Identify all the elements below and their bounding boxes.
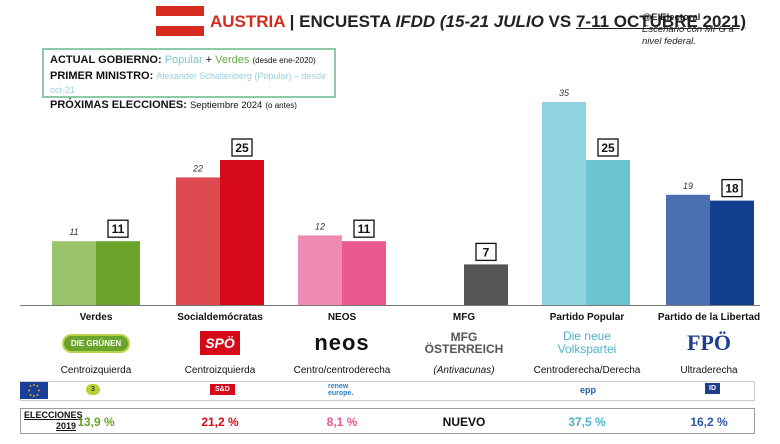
- label-cur-verdes: 11: [112, 222, 125, 236]
- logo-mfg-text: MFG ÖSTERREICH: [424, 330, 504, 356]
- bar-cur-verdes: [96, 241, 140, 305]
- label-prev-neos: 12: [315, 221, 325, 231]
- eu-group-fpo: ID: [705, 383, 720, 394]
- eu-flag-icon: [20, 382, 48, 399]
- gov-plus: +: [202, 54, 216, 66]
- bar-prev-verdes: [52, 241, 96, 305]
- label-cur-neos: 11: [358, 222, 371, 236]
- elections-2019-row: [20, 408, 755, 434]
- ideology-mfg: (Antivacunas): [433, 365, 495, 376]
- label-prev-ovp: 35: [559, 88, 570, 98]
- party-name-fpo: Partido de la Libertad: [657, 312, 761, 323]
- gov-verdes: Verdes: [215, 54, 250, 66]
- info-pm: PRIMER MINISTRO: Alexander Schallenberg …: [50, 69, 328, 98]
- info-next-elections: PRÓXIMAS ELECCIONES: Septiembre 2024 (o …: [50, 98, 328, 114]
- logo-neos: neos: [282, 326, 402, 360]
- label-cur-spo: 25: [235, 141, 249, 155]
- label-prev-verdes: 11: [69, 227, 78, 237]
- label-box-cur-spo: [231, 138, 253, 157]
- logo-verdes-text: DIE GRÜNEN: [61, 333, 131, 353]
- party-name-ovp: Partido Popular: [549, 312, 625, 323]
- info-box: ACTUAL GOBIERNO: Popular + Verdes (desde…: [42, 48, 336, 111]
- next-value: Septiembre 2024: [189, 99, 263, 111]
- ideology-spo: Centroizquierda: [184, 365, 256, 376]
- ideology-ovp: Centroderecha/Derecha: [533, 365, 641, 376]
- ideology-fpo: Ultraderecha: [680, 365, 738, 376]
- title-period1: (15-21 JULIO: [439, 12, 544, 31]
- logo-ovp-text: Die neue Volkspartei: [557, 329, 617, 356]
- eu-group-row: [20, 381, 755, 401]
- logo-fpo: FPÖ: [649, 326, 769, 360]
- label-cur-ovp: 25: [601, 141, 615, 155]
- bar-cur-fpo: [710, 200, 754, 305]
- title-poll-prefix: ENCUESTA: [299, 12, 396, 31]
- eu-group-verdes: 3: [86, 384, 100, 395]
- title-country: AUSTRIA: [210, 12, 285, 31]
- label-box-cur-mfg: [475, 242, 497, 262]
- label-prev-spo: 22: [192, 163, 203, 173]
- austria-flag-icon: [156, 6, 204, 36]
- title-period2: 7-11 OCTUBRE 2021): [575, 12, 747, 31]
- result-2019-ovp: 37,5 %: [568, 415, 606, 429]
- logo-spo: SPÖ: [160, 326, 280, 360]
- info-government: ACTUAL GOBIERNO: Popular + Verdes (desde…: [50, 53, 328, 69]
- label-cur-mfg: 7: [483, 245, 490, 259]
- label-cur-fpo: 18: [725, 182, 739, 196]
- source-note: Escenario con MFG a nivel federal.: [642, 24, 734, 47]
- elections-2019-label: ELECCIONES 2019: [24, 410, 83, 431]
- result-2019-mfg: NUEVO: [442, 415, 486, 429]
- result-2019-spo: 21,2 %: [201, 415, 239, 429]
- bar-cur-neos: [342, 241, 386, 305]
- party-name-spo: Socialdemócratas: [177, 312, 263, 323]
- source-handle: @ElElectoral: [642, 12, 701, 23]
- logo-neos-text: neos: [314, 330, 370, 355]
- gov-since: (desde ene-2020): [252, 56, 316, 65]
- logo-verdes: DIE GRÜNEN: [36, 326, 156, 360]
- result-2019-neos: 8,1 %: [326, 415, 358, 429]
- party-name-mfg: MFG: [452, 312, 476, 323]
- bar-prev-spo: [176, 177, 220, 305]
- label-prev-fpo: 19: [683, 181, 693, 191]
- eu-group-spo: S&D: [210, 384, 235, 395]
- next-note: (o antes): [265, 100, 297, 110]
- title-vs: VS: [543, 12, 576, 31]
- label-box-cur-ovp: [597, 138, 619, 157]
- bar-cur-mfg: [464, 264, 508, 305]
- bar-cur-spo: [220, 160, 264, 305]
- logo-spo-text: SPÖ: [200, 331, 240, 355]
- title-pollster: IFDD: [395, 12, 436, 31]
- chart-title: AUSTRIA | ENCUESTA IFDD (15-21 JULIO VS …: [210, 12, 746, 32]
- result-2019-fpo: 16,2 %: [690, 415, 728, 429]
- source-credit: @ElElectoral Escenario con MFG a nivel f…: [642, 12, 742, 48]
- logo-ovp: Die neue Volkspartei: [527, 326, 647, 360]
- label-box-cur-verdes: [107, 219, 129, 238]
- result-2019-verdes: 13,9 %: [77, 415, 115, 429]
- bar-prev-fpo: [666, 194, 710, 305]
- gov-popular: Popular: [164, 54, 203, 66]
- ideology-neos: Centro/centroderecha: [293, 365, 391, 376]
- party-name-neos: NEOS: [327, 312, 357, 323]
- label-box-cur-neos: [353, 219, 375, 238]
- label-box-cur-fpo: [721, 178, 743, 198]
- logo-mfg: MFG ÖSTERREICH: [404, 326, 524, 360]
- bar-cur-ovp: [586, 160, 630, 305]
- title-separator: |: [284, 12, 300, 31]
- next-label: PRÓXIMAS ELECCIONES:: [50, 98, 187, 111]
- gov-label: ACTUAL GOBIERNO:: [50, 54, 162, 66]
- eu-group-ovp: epp: [580, 385, 597, 395]
- pm-label: PRIMER MINISTRO:: [50, 69, 154, 82]
- pm-value: Alexander Schallenberg (Popular) – desde…: [50, 70, 326, 96]
- logo-fpo-text: FPÖ: [687, 330, 731, 355]
- bar-prev-neos: [298, 235, 342, 305]
- ideology-verdes: Centroizquierda: [60, 365, 132, 376]
- party-name-verdes: Verdes: [79, 312, 113, 323]
- bar-prev-ovp: [542, 102, 586, 305]
- eu-group-neos: renew europe.: [328, 383, 354, 397]
